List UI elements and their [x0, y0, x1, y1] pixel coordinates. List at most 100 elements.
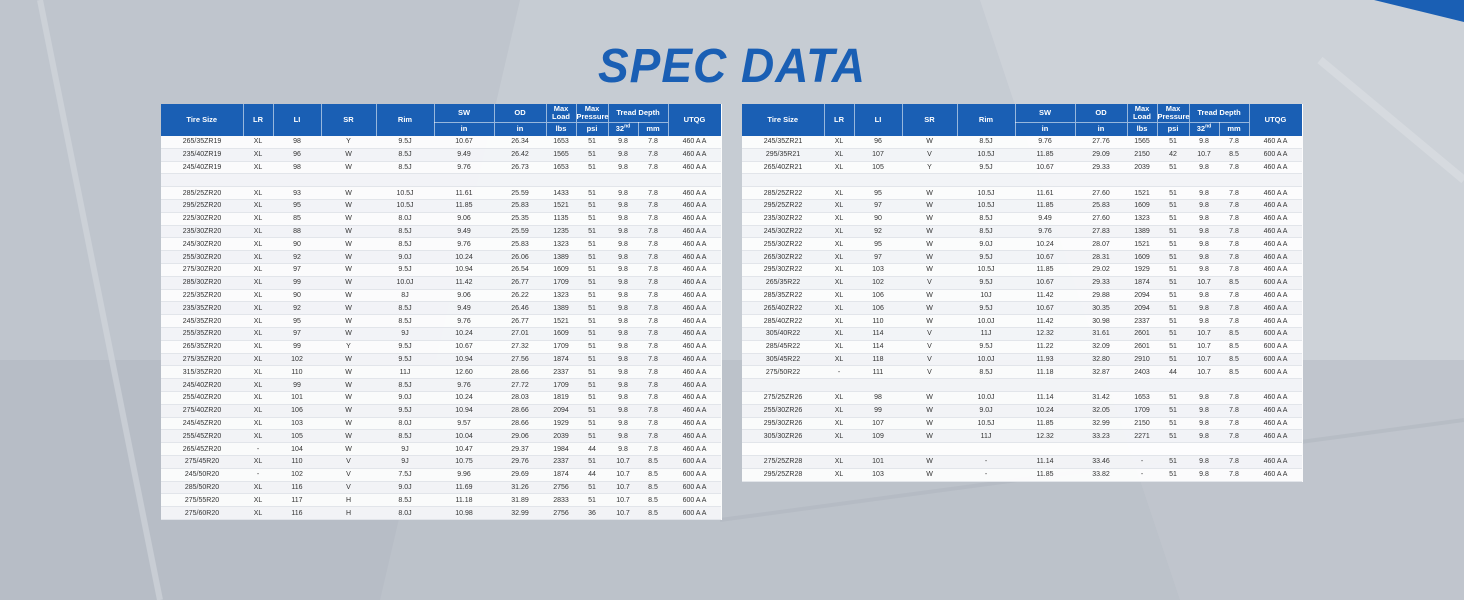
- table-row: 315/35ZR20 XL 110 W 11J 12.60 28.66 2337 51 9.8 7.…: [161, 365, 721, 380]
- table-cell: 28.07: [1075, 237, 1127, 252]
- table-cell: 9.8: [1189, 417, 1219, 431]
- table-cell: 1565: [546, 148, 576, 162]
- table-cell: 265/30ZR22: [742, 250, 824, 264]
- table-cell: 1433: [546, 186, 576, 200]
- table-cell: 27.60: [1075, 186, 1127, 200]
- table-cell: 7.8: [1219, 250, 1249, 264]
- table-cell: 96: [273, 148, 321, 162]
- table-cell: 295/25ZR28: [742, 468, 824, 482]
- table-cell: 26.54: [494, 263, 546, 277]
- spec-table-right: Tire Size LR LI SR Rim SW OD Max Load Ma…: [742, 104, 1303, 482]
- table-cell: 460 A A: [1249, 161, 1302, 175]
- table-cell: 29.37: [494, 442, 546, 456]
- table-cell: 10.0J: [957, 314, 1015, 328]
- table-cell: 27.56: [494, 353, 546, 367]
- table-cell: W: [902, 468, 957, 482]
- table-cell: W: [902, 186, 957, 200]
- table-cell: 1709: [546, 340, 576, 354]
- table-cell: 9.49: [1015, 212, 1075, 226]
- table-cell: -: [824, 365, 854, 380]
- table-cell: 10.7: [608, 468, 638, 482]
- table-cell: 285/25ZR22: [742, 186, 824, 200]
- table-cell: 295/25ZR20: [161, 199, 243, 213]
- table-cell: XL: [824, 225, 854, 239]
- table-cell: XL: [824, 417, 854, 431]
- table-cell: 275/60R20: [161, 506, 243, 520]
- table-cell: 9.8: [608, 276, 638, 290]
- table-cell: 1609: [1127, 250, 1157, 264]
- table-cell: 51: [576, 250, 608, 264]
- table-cell: 29.33: [1075, 161, 1127, 175]
- table-row: 235/30ZR20 XL 88 W 8.5J 9.49 25.59 1235 51 9.8 7.8…: [161, 225, 721, 239]
- table-cell: 51: [576, 417, 608, 431]
- table-cell: W: [321, 276, 376, 290]
- table-cell: Y: [902, 161, 957, 175]
- table-cell: 275/25ZR26: [742, 391, 824, 405]
- table-row: 245/35ZR20 XL 95 W 8.5J 9.76 26.77 1521 51 9.8 7.8…: [161, 314, 721, 328]
- table-cell: 305/45R22: [742, 353, 824, 367]
- table-cell: XL: [243, 263, 273, 277]
- table-cell: 9.76: [434, 237, 494, 252]
- col-tire-size: Tire Size: [742, 104, 825, 136]
- table-row: 255/40ZR20 XL 101 W 9.0J 10.24 28.03 1819 51 9.8 7…: [161, 391, 721, 405]
- unit-tread-32: 32nd: [608, 122, 639, 136]
- table-row: 305/40R22 XL 114 V 11J 12.32 31.61 2601 51 10.7 8.…: [742, 327, 1302, 341]
- table-cell: 285/25ZR20: [161, 186, 243, 200]
- table-cell: 1653: [1127, 391, 1157, 405]
- table-cell: XL: [243, 301, 273, 316]
- table-cell: 9.8: [608, 237, 638, 252]
- table-cell: 10.7: [1189, 353, 1219, 367]
- table-cell: 11.85: [434, 199, 494, 213]
- table-cell: 7.8: [638, 199, 668, 213]
- table-cell: 7.8: [1219, 212, 1249, 226]
- table-row: 275/55R20 XL 117 H 8.5J 11.18 31.89 2833 51 10.7 8…: [161, 493, 721, 508]
- table-cell: 51: [576, 314, 608, 328]
- table-cell: 8.5: [1219, 365, 1249, 380]
- table-row: 295/25ZR22 XL 97 W 10.5J 11.85 25.83 1609 51 9.8 7…: [742, 199, 1302, 213]
- table-cell: 11.61: [1015, 186, 1075, 200]
- table-cell: 7.8: [638, 136, 668, 149]
- table-cell: 11.85: [1015, 148, 1075, 162]
- table-cell: 10.67: [1015, 276, 1075, 290]
- table-cell: W: [321, 263, 376, 277]
- table-row: 255/35ZR20 XL 97 W 9J 10.24 27.01 1609 51 9.8 7.8 4…: [161, 327, 721, 341]
- col-max-load: Max Load: [1127, 104, 1158, 123]
- table-cell: 460 A A: [668, 340, 721, 354]
- table-cell: V: [902, 327, 957, 341]
- table-cell: 2601: [1127, 340, 1157, 354]
- table-cell: 1323: [1127, 212, 1157, 226]
- table-cell: 51: [1157, 455, 1189, 469]
- table-row: 225/30ZR20 XL 85 W 8.0J 9.06 25.35 1135 51 9.8 7.8…: [161, 212, 721, 226]
- table-cell: 12.32: [1015, 429, 1075, 444]
- table-cell: 10.67: [1015, 250, 1075, 264]
- table-cell: 10.7: [1189, 327, 1219, 341]
- table-cell: 7.8: [1219, 429, 1249, 444]
- table-cell: 9.8: [1189, 250, 1219, 264]
- table-cell: 26.77: [494, 276, 546, 290]
- table-cell: W: [321, 301, 376, 316]
- table-cell: 265/35ZR20: [161, 340, 243, 354]
- table-cell: 2756: [546, 481, 576, 495]
- table-row: 305/30ZR26 XL 109 W 11J 12.32 33.23 2271 51 9.8 7.…: [742, 429, 1302, 444]
- table-cell: 51: [576, 136, 608, 149]
- table-cell: 10.7: [1189, 340, 1219, 354]
- table-cell: 8.5J: [376, 378, 434, 392]
- table-cell: XL: [243, 493, 273, 508]
- table-cell: 11.42: [434, 276, 494, 290]
- table-cell: 51: [576, 378, 608, 392]
- table-cell: 9.8: [608, 353, 638, 367]
- table-cell: 51: [1157, 468, 1189, 482]
- spacer-row: [742, 442, 1302, 456]
- table-cell: 10.0J: [957, 353, 1015, 367]
- table-cell: XL: [243, 481, 273, 495]
- table-cell: 11J: [957, 429, 1015, 444]
- table-cell: 9.8: [608, 327, 638, 341]
- table-cell: 600 A A: [668, 506, 721, 520]
- table-row: 265/35R22 XL 102 V 9.5J 10.67 29.33 1874 51 10.7 8…: [742, 276, 1302, 290]
- table-cell: 25.35: [494, 212, 546, 226]
- table-cell: W: [902, 391, 957, 405]
- table-cell: 51: [576, 263, 608, 277]
- table-cell: 8.5: [638, 481, 668, 495]
- table-cell: 285/40ZR22: [742, 314, 824, 328]
- table-cell: 9.8: [1189, 455, 1219, 469]
